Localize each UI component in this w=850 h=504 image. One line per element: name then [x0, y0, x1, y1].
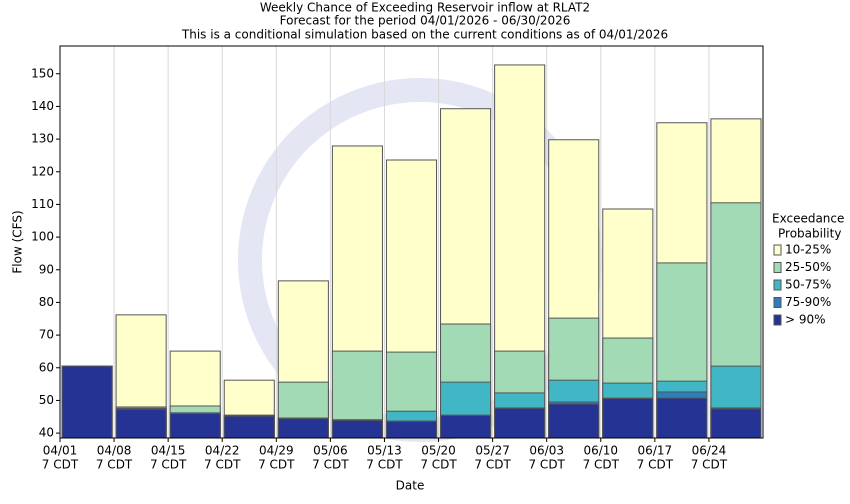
- x-tick-label: 06/10: [583, 444, 618, 458]
- x-tick-label: 06/03: [529, 444, 564, 458]
- x-tick-sublabel: 7 CDT: [474, 458, 511, 472]
- x-tick-label: 04/15: [151, 444, 186, 458]
- chart-title: Weekly Chance of Exceeding Reservoir inf…: [260, 1, 590, 15]
- y-tick-label: 150: [31, 66, 54, 80]
- y-tick-label: 40: [39, 426, 54, 440]
- x-tick-label: 05/27: [475, 444, 510, 458]
- y-axis-label: Flow (CFS): [11, 210, 25, 273]
- legend-label: 75-90%: [785, 295, 831, 309]
- y-tick-label: 130: [31, 132, 54, 146]
- bar: [548, 403, 600, 439]
- bar: [710, 408, 762, 439]
- x-tick-sublabel: 7 CDT: [528, 458, 565, 472]
- legend-swatch: [773, 262, 782, 273]
- y-tick-label: 140: [31, 99, 54, 113]
- x-tick-sublabel: 7 CDT: [150, 458, 187, 472]
- bar: [602, 397, 654, 439]
- x-tick-sublabel: 7 CDT: [312, 458, 349, 472]
- x-tick-label: 05/13: [367, 444, 402, 458]
- bar: [169, 413, 221, 439]
- bar: [223, 415, 275, 439]
- bar: [277, 418, 329, 439]
- bar: [115, 408, 167, 439]
- y-tick-label: 90: [39, 262, 54, 276]
- x-tick-label: 06/24: [692, 444, 727, 458]
- x-tick-sublabel: 7 CDT: [637, 458, 674, 472]
- bar: [656, 397, 708, 439]
- x-tick-sublabel: 7 CDT: [691, 458, 728, 472]
- y-tick-label: 60: [39, 360, 54, 374]
- legend-label: > 90%: [785, 313, 826, 327]
- x-tick-label: 04/29: [259, 444, 294, 458]
- legend-swatch: [773, 244, 782, 256]
- plot-frame: [59, 45, 764, 439]
- x-tick-sublabel: 7 CDT: [42, 458, 79, 472]
- y-tick-label: 70: [39, 328, 54, 342]
- y-tick-label: 80: [39, 295, 54, 309]
- legend-label: 10-25%: [785, 243, 831, 257]
- x-tick-label: 06/17: [638, 444, 673, 458]
- x-tick-label: 04/01: [43, 444, 78, 458]
- x-tick-sublabel: 7 CDT: [96, 458, 133, 472]
- bar: [494, 407, 546, 439]
- chart-subtitle: Forecast for the period 04/01/2026 - 06/…: [280, 14, 571, 28]
- y-tick-label: 50: [39, 393, 54, 407]
- legend-swatch: [773, 279, 782, 291]
- legend-label: 50-75%: [785, 278, 831, 292]
- x-tick-sublabel: 7 CDT: [366, 458, 403, 472]
- x-tick-label: 04/08: [97, 444, 132, 458]
- x-tick-sublabel: 7 CDT: [258, 458, 295, 472]
- x-tick-label: 05/20: [421, 444, 456, 458]
- bar: [385, 420, 438, 439]
- legend-title: Probability: [778, 227, 841, 241]
- y-tick-label: 110: [31, 197, 54, 211]
- x-tick-label: 05/06: [313, 444, 348, 458]
- x-tick-label: 04/22: [205, 444, 240, 458]
- x-tick-sublabel: 7 CDT: [204, 458, 241, 472]
- y-tick-label: 100: [31, 230, 54, 244]
- bar: [440, 414, 492, 439]
- legend-swatch: [773, 314, 782, 326]
- bar: [331, 419, 383, 439]
- legend-title: Exceedance: [772, 212, 844, 226]
- bar: [61, 365, 113, 439]
- x-axis-label: Date: [396, 479, 425, 493]
- x-tick-sublabel: 7 CDT: [583, 458, 620, 472]
- legend-label: 25-50%: [785, 260, 831, 274]
- legend-swatch: [773, 297, 782, 308]
- x-tick-sublabel: 7 CDT: [420, 458, 457, 472]
- y-tick-label: 120: [31, 164, 54, 178]
- chart-subtitle: This is a conditional simulation based o…: [181, 28, 668, 42]
